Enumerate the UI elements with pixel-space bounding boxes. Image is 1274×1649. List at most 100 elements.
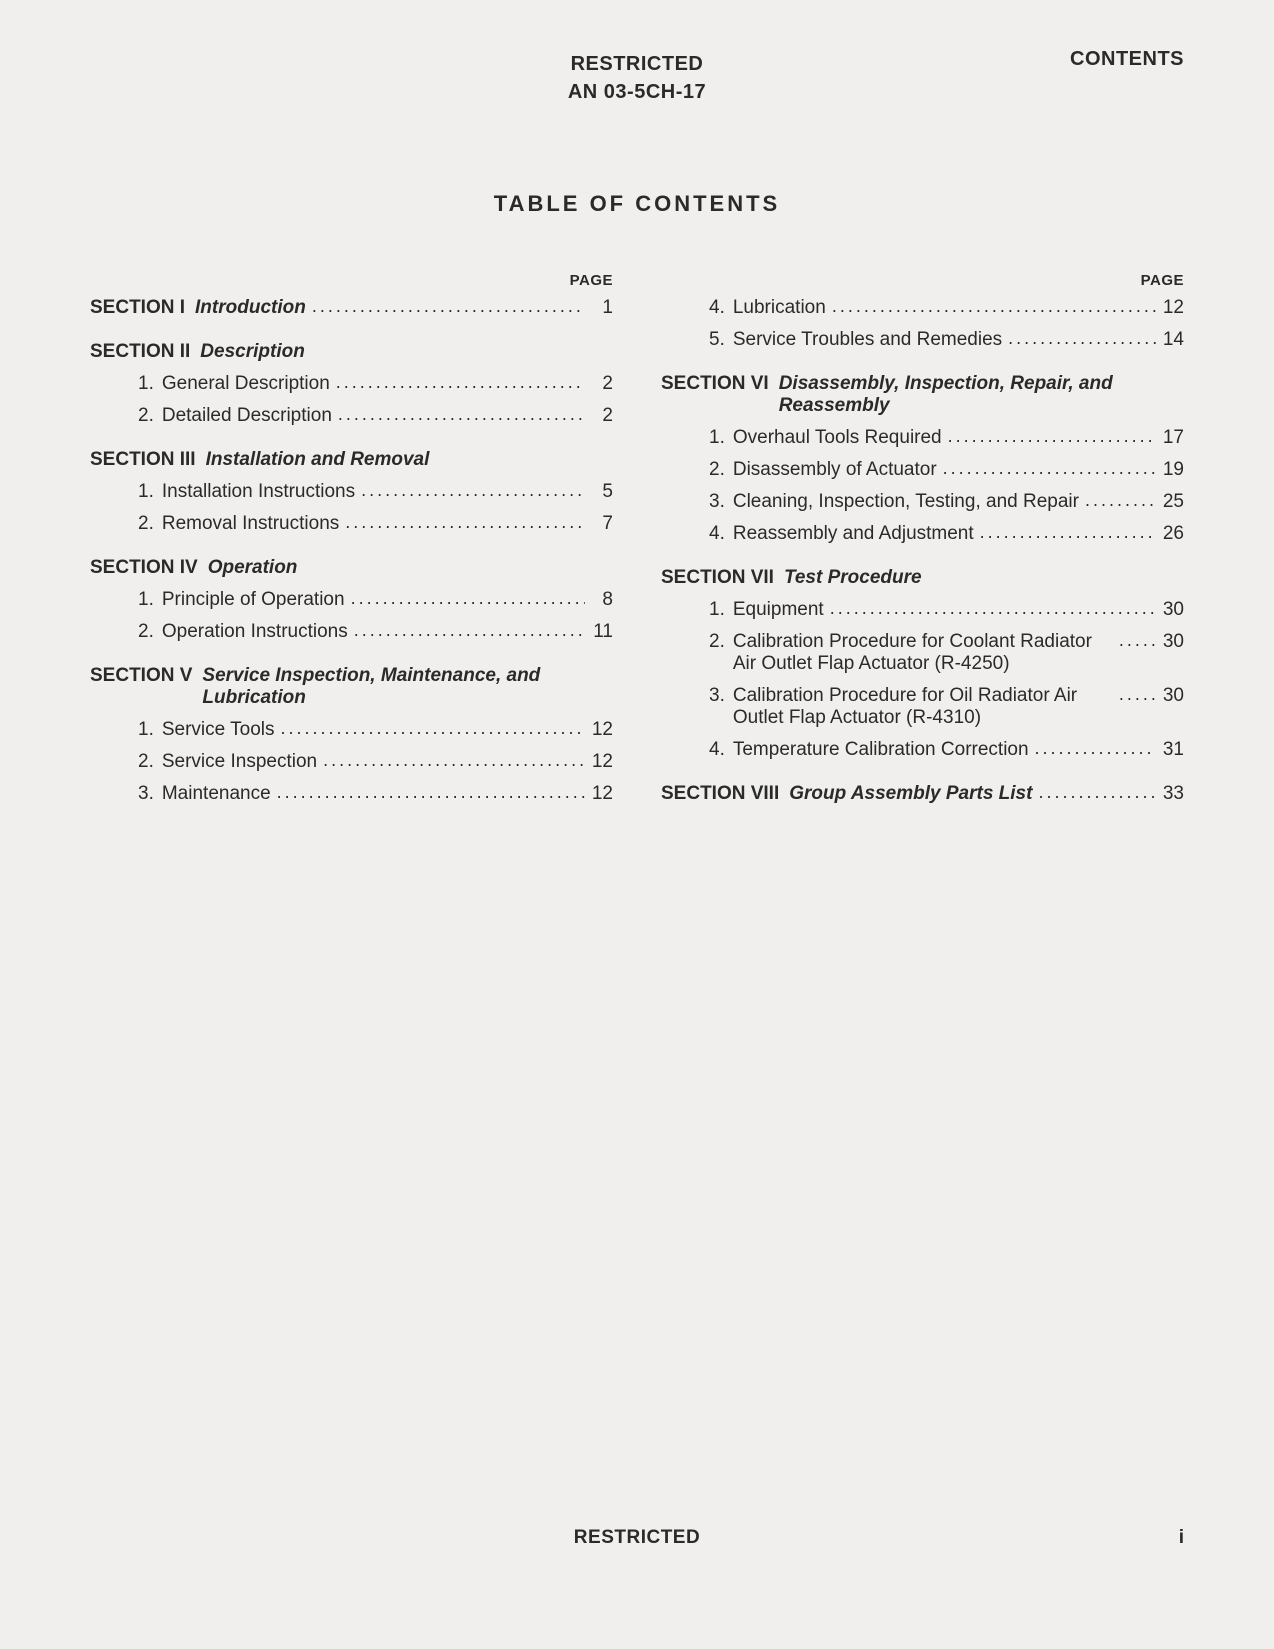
toc-item-label: General Description <box>162 373 330 395</box>
leader-dots <box>1029 738 1156 759</box>
toc-section-number: SECTION VIII <box>661 783 779 805</box>
toc-item-number: 4. <box>709 739 725 761</box>
toc-section: SECTION VIITest Procedure 1.Equipment30 2.… <box>661 567 1184 761</box>
toc-item: 1.General Description2 <box>138 373 613 395</box>
toc-item: 3.Maintenance12 <box>138 783 613 805</box>
toc-item-number: 1. <box>138 373 154 395</box>
toc-section: SECTION IIIInstallation and Removal1.Ins… <box>90 449 613 535</box>
toc-column-right: PAGE 4.Lubrication125.Service Troubles a… <box>661 272 1184 827</box>
page-label: PAGE <box>661 272 1184 289</box>
toc-item-label: Overhaul Tools Required <box>733 427 942 449</box>
toc-item-number: 2. <box>138 513 154 535</box>
toc-item-page: 19 <box>1156 459 1184 481</box>
leader-dots <box>1113 684 1156 705</box>
toc-section-title-block: Service Inspection, Maintenance, and Lub… <box>202 665 613 709</box>
toc-section: SECTION VIDisassembly, Inspection, Repai… <box>661 373 1184 545</box>
toc-item-number: 2. <box>709 631 725 653</box>
toc-item-page: 5 <box>585 481 613 503</box>
toc-item-label: Detailed Description <box>162 405 332 427</box>
toc-item: 2.Calibration Procedure for Coolant Radi… <box>709 631 1184 675</box>
toc-item: 1.Equipment30 <box>709 599 1184 621</box>
toc-item-number: 4. <box>709 523 725 545</box>
toc-section-number: SECTION II <box>90 341 190 363</box>
toc-section-title: Service Inspection, Maintenance, and Lub… <box>202 665 613 709</box>
leader-dots <box>348 620 585 641</box>
toc-section-title-block: Operation <box>208 557 613 579</box>
toc-item-number: 1. <box>138 589 154 611</box>
toc-item-number: 3. <box>709 685 725 707</box>
toc-item: 2. Detailed Description 2 <box>138 405 613 427</box>
header-row: RESTRICTED AN 03-5CH-17 CONTENTS <box>90 50 1184 106</box>
toc-section-title: Operation <box>208 557 298 579</box>
toc-section: SECTION VIII Group Assembly Parts List 33 <box>661 783 1184 805</box>
toc-item-number: 2. <box>709 459 725 481</box>
toc-item-number: 3. <box>138 783 154 805</box>
leader-dots <box>271 782 585 803</box>
toc-section-title: Group Assembly Parts List <box>789 783 1032 805</box>
leader-dots <box>974 522 1156 543</box>
toc-item-label: Temperature Calibration Correction <box>733 739 1029 761</box>
toc-section-title: Test Procedure <box>784 567 922 589</box>
leader-dots <box>1113 630 1156 651</box>
leader-dots <box>937 458 1156 479</box>
toc-item-label: Installation Instructions <box>162 481 355 503</box>
header-center: RESTRICTED AN 03-5CH-17 <box>90 50 1184 106</box>
toc-section-title: Description <box>200 341 305 363</box>
toc-item-label: Cleaning, Inspection, Testing, and Repai… <box>733 491 1079 513</box>
toc-item-page: 26 <box>1156 523 1184 545</box>
toc-item: 3.Cleaning, Inspection, Testing, and Rep… <box>709 491 1184 513</box>
toc-item: 2. Disassembly of Actuator 19 <box>709 459 1184 481</box>
leader-dots <box>1079 490 1156 511</box>
page-label: PAGE <box>90 272 613 289</box>
toc-section-continuation: 4.Lubrication125.Service Troubles and Re… <box>661 297 1184 351</box>
toc-column-left: PAGE SECTION IIntroduction1 SECTION II Des… <box>90 272 613 827</box>
toc-item-label: Operation Instructions <box>162 621 348 643</box>
toc-item: 3. Calibration Procedure for Oil Radiator… <box>709 685 1184 729</box>
right-continuation-container: 4.Lubrication125.Service Troubles and Re… <box>661 297 1184 351</box>
toc-item-page: 30 <box>1156 631 1184 653</box>
page-title: TABLE OF CONTENTS <box>90 191 1184 217</box>
leader-dots <box>330 372 585 393</box>
leader-dots <box>355 480 585 501</box>
toc-section-header: SECTION IIntroduction1 <box>90 297 613 319</box>
toc-section-page: 33 <box>1156 783 1184 805</box>
toc-section-title-block: Introduction1 <box>195 297 613 319</box>
toc-item-page: 2 <box>585 405 613 427</box>
toc-item-page: 12 <box>1156 297 1184 319</box>
toc-item-page: 25 <box>1156 491 1184 513</box>
toc-item-label: Disassembly of Actuator <box>733 459 937 481</box>
leader-dots <box>339 512 585 533</box>
header-docnum: AN 03-5CH-17 <box>90 78 1184 106</box>
toc-item: 1.Installation Instructions5 <box>138 481 613 503</box>
toc-section-title-block: Description <box>200 341 613 363</box>
footer-pagenum: i <box>1179 1527 1184 1549</box>
header-contents-label: CONTENTS <box>1070 48 1184 71</box>
toc-section-number: SECTION V <box>90 665 192 687</box>
toc-item-label: Service Inspection <box>162 751 317 773</box>
toc-section-header: SECTION VIII Group Assembly Parts List 33 <box>661 783 1184 805</box>
toc-item-label: Service Tools <box>162 719 275 741</box>
toc-item-page: 30 <box>1156 685 1184 707</box>
toc-item-number: 2. <box>138 405 154 427</box>
toc-section-number: SECTION IV <box>90 557 198 579</box>
page: RESTRICTED AN 03-5CH-17 CONTENTS TABLE O… <box>0 0 1274 1649</box>
toc-item-number: 5. <box>709 329 725 351</box>
toc-section-header: SECTION II Description <box>90 341 613 363</box>
toc-item-label: Reassembly and Adjustment <box>733 523 974 545</box>
toc-section-header: SECTION IV Operation <box>90 557 613 579</box>
toc-item: 4. Reassembly and Adjustment 26 <box>709 523 1184 545</box>
toc-section: SECTION II Description 1. General Descripti… <box>90 341 613 427</box>
toc-section-header: SECTION VIITest Procedure <box>661 567 1184 589</box>
toc-item-page: 7 <box>585 513 613 535</box>
left-sections-container: SECTION IIntroduction1 SECTION II Descript… <box>90 297 613 805</box>
toc-item-number: 2. <box>138 751 154 773</box>
toc-item-label: Calibration Procedure for Oil Radiator A… <box>733 685 1113 729</box>
toc-item: 5.Service Troubles and Remedies14 <box>709 329 1184 351</box>
toc-section-number: SECTION VI <box>661 373 769 395</box>
toc-section: SECTION V Service Inspection, Maintenance… <box>90 665 613 805</box>
toc-item-page: 8 <box>585 589 613 611</box>
toc-columns: PAGE SECTION IIntroduction1 SECTION II Des… <box>90 272 1184 827</box>
toc-item-page: 30 <box>1156 599 1184 621</box>
leader-dots <box>1002 328 1156 349</box>
leader-dots <box>826 296 1156 317</box>
